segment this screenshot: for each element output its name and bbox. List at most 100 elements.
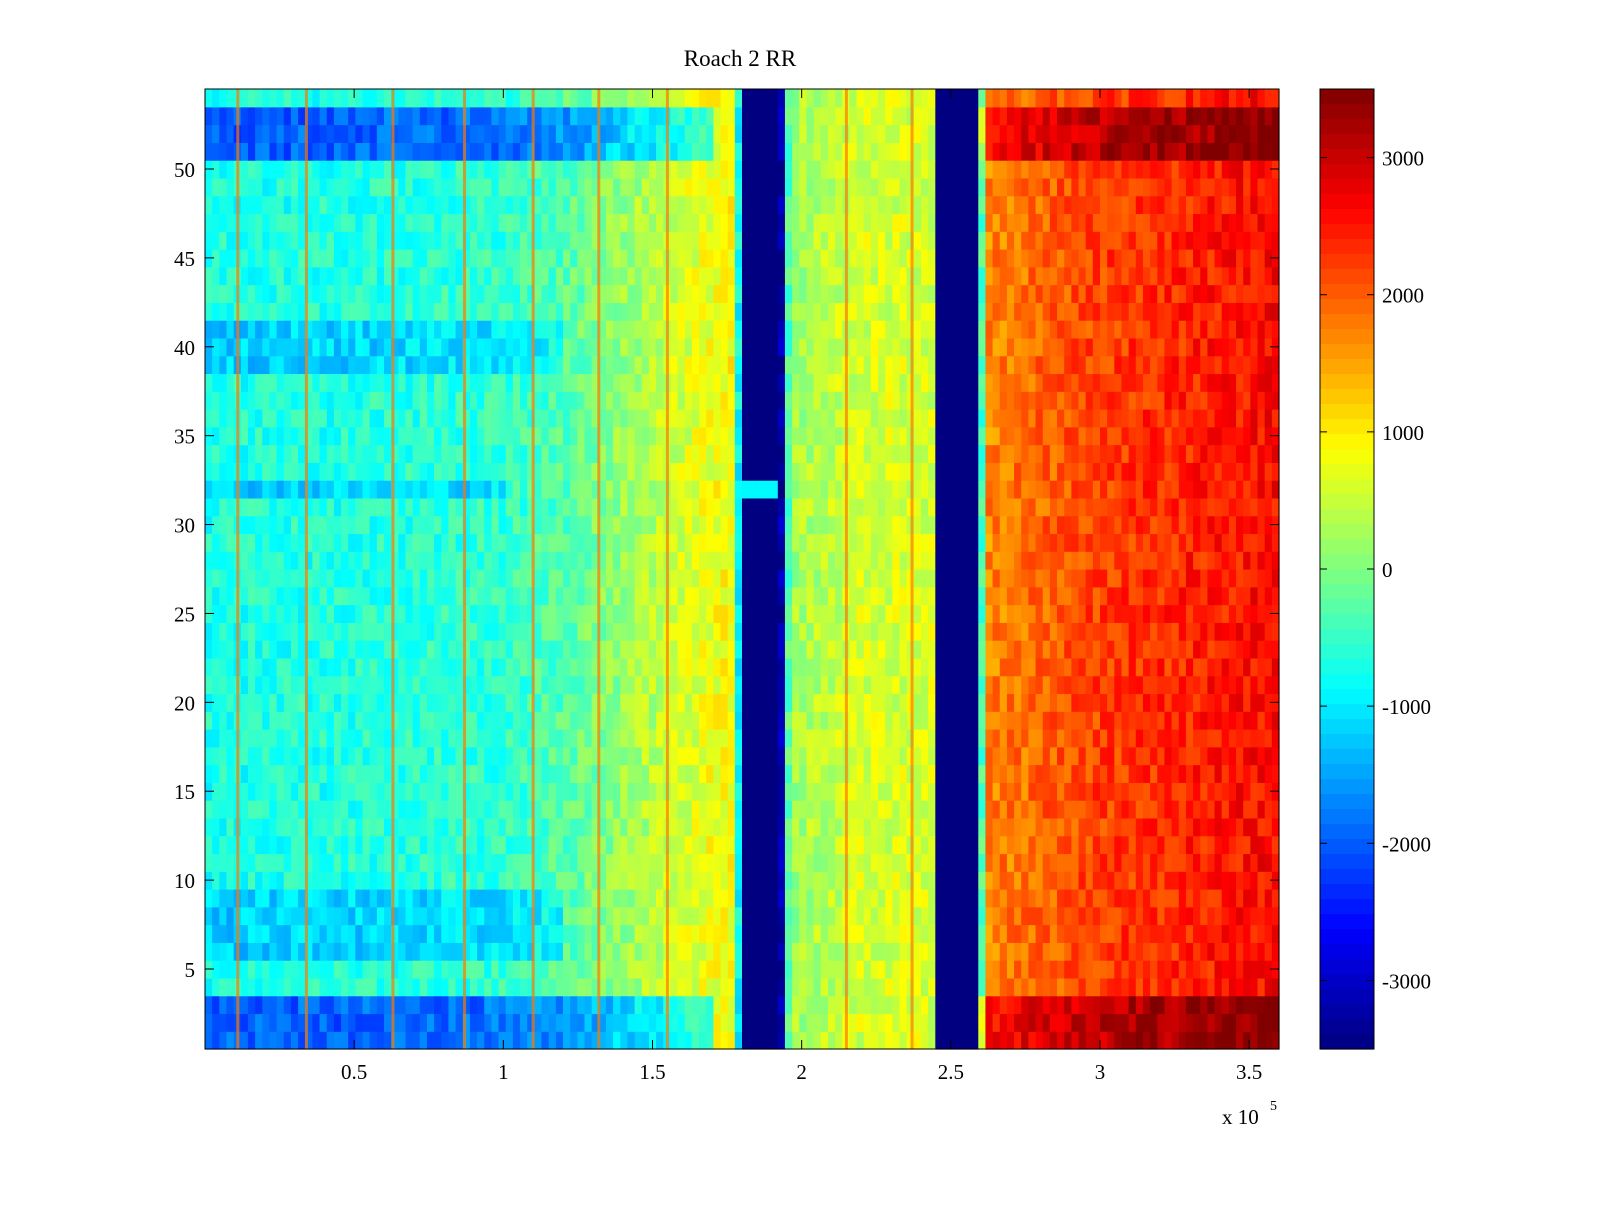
heatmap-cell: [713, 782, 722, 801]
heatmap-cell: [362, 764, 371, 783]
heatmap-cell: [541, 693, 550, 712]
heatmap-cell: [1042, 586, 1051, 606]
heatmap-cell: [706, 569, 714, 588]
heatmap-cell: [505, 942, 514, 961]
heatmap-cell: [262, 711, 271, 730]
heatmap-cell: [913, 764, 922, 783]
heatmap-cell: [527, 977, 535, 997]
heatmap-cell: [627, 942, 636, 961]
heatmap-cell: [1021, 462, 1029, 481]
heatmap-cell: [398, 711, 407, 730]
heatmap-cell: [376, 871, 385, 890]
heatmap-cell: [1150, 622, 1158, 641]
heatmap-cell: [419, 729, 428, 748]
heatmap-cell: [835, 622, 843, 641]
heatmap-cell: [1250, 800, 1259, 819]
heatmap-cell: [627, 497, 636, 517]
heatmap-cell: [1178, 497, 1187, 517]
heatmap-cell: [892, 693, 901, 712]
heatmap-cell: [247, 693, 256, 712]
heatmap-cell: [1157, 817, 1166, 837]
heatmap-cell: [1228, 995, 1237, 1015]
heatmap-cell: [1064, 569, 1072, 588]
heatmap-cell: [355, 729, 364, 748]
heatmap-cell: [276, 853, 285, 872]
heatmap-cell: [1014, 657, 1022, 677]
heatmap-cell: [849, 853, 858, 872]
heatmap-cell: [963, 871, 972, 890]
heatmap-cell: [1021, 942, 1029, 961]
heatmap-cell: [283, 693, 292, 712]
heatmap-cell: [469, 533, 478, 552]
heatmap-cell: [527, 729, 535, 748]
heatmap-cell: [1185, 569, 1194, 588]
heatmap-cell: [1193, 835, 1201, 855]
heatmap-cell: [770, 711, 779, 730]
heatmap-cell: [1085, 889, 1094, 908]
heatmap-cell: [620, 675, 629, 695]
heatmap-cell: [534, 817, 543, 837]
heatmap-cell: [1100, 995, 1108, 1015]
heatmap-row: [205, 729, 1280, 748]
heatmap-cell: [784, 906, 793, 926]
heatmap-cell: [247, 835, 256, 855]
heatmap-cell: [326, 960, 335, 979]
heatmap-cell: [1171, 835, 1180, 855]
heatmap-cell: [756, 462, 765, 481]
heatmap-cell: [1264, 764, 1273, 783]
heatmap-cell: [985, 817, 994, 837]
heatmap-cell: [1142, 746, 1151, 766]
heatmap-cell: [985, 889, 994, 908]
heatmap-cell: [426, 515, 435, 535]
heatmap-cell: [398, 942, 407, 961]
heatmap-cell: [283, 622, 292, 641]
heatmap-cell: [369, 551, 378, 570]
heatmap-cell: [1142, 995, 1151, 1015]
heatmap-cell: [534, 586, 543, 606]
heatmap-cell: [1006, 515, 1015, 535]
heatmap-cell: [605, 782, 614, 801]
heatmap-cell: [512, 942, 521, 961]
heatmap-cell: [298, 977, 306, 997]
heatmap-cell: [992, 497, 1001, 517]
heatmap-cell: [913, 569, 922, 588]
heatmap-cell: [691, 640, 700, 659]
heatmap-cell: [1236, 729, 1244, 748]
heatmap-cell: [784, 640, 793, 659]
heatmap-cell: [369, 853, 378, 872]
heatmap-cell: [670, 515, 679, 535]
heatmap-cell: [226, 871, 235, 890]
heatmap-cell: [398, 1013, 407, 1032]
heatmap-cell: [605, 1031, 614, 1050]
heatmap-cell: [247, 746, 256, 766]
heatmap-cell: [1214, 764, 1223, 783]
heatmap-cell: [1157, 746, 1166, 766]
heatmap-cell: [541, 604, 550, 623]
heatmap-cell: [434, 1013, 442, 1032]
heatmap-cell: [419, 657, 428, 677]
heatmap-row: [205, 764, 1280, 783]
heatmap-cell: [1185, 800, 1194, 819]
heatmap-cell: [584, 515, 593, 535]
heatmap-cell: [813, 515, 822, 535]
heatmap-cell: [512, 746, 521, 766]
heatmap-cell: [1200, 622, 1208, 641]
heatmap-cell: [699, 640, 707, 659]
heatmap-cell: [1178, 782, 1187, 801]
heatmap-cell: [749, 640, 757, 659]
heatmap-cell: [763, 533, 772, 552]
heatmap-cell: [1028, 835, 1037, 855]
heatmap-cell: [1164, 1031, 1173, 1050]
heatmap-cell: [885, 1013, 893, 1032]
heatmap-cell: [1185, 977, 1194, 997]
heatmap-cell: [577, 497, 586, 517]
heatmap-cell: [1064, 871, 1072, 890]
heatmap-cell: [255, 551, 263, 570]
heatmap-cell: [1236, 586, 1244, 606]
heatmap-cell: [541, 497, 550, 517]
heatmap-cell: [219, 551, 228, 570]
heatmap-cell: [641, 586, 650, 606]
heatmap-cell: [312, 533, 321, 552]
heatmap-cell: [1264, 1013, 1273, 1032]
heatmap-cell: [355, 551, 364, 570]
